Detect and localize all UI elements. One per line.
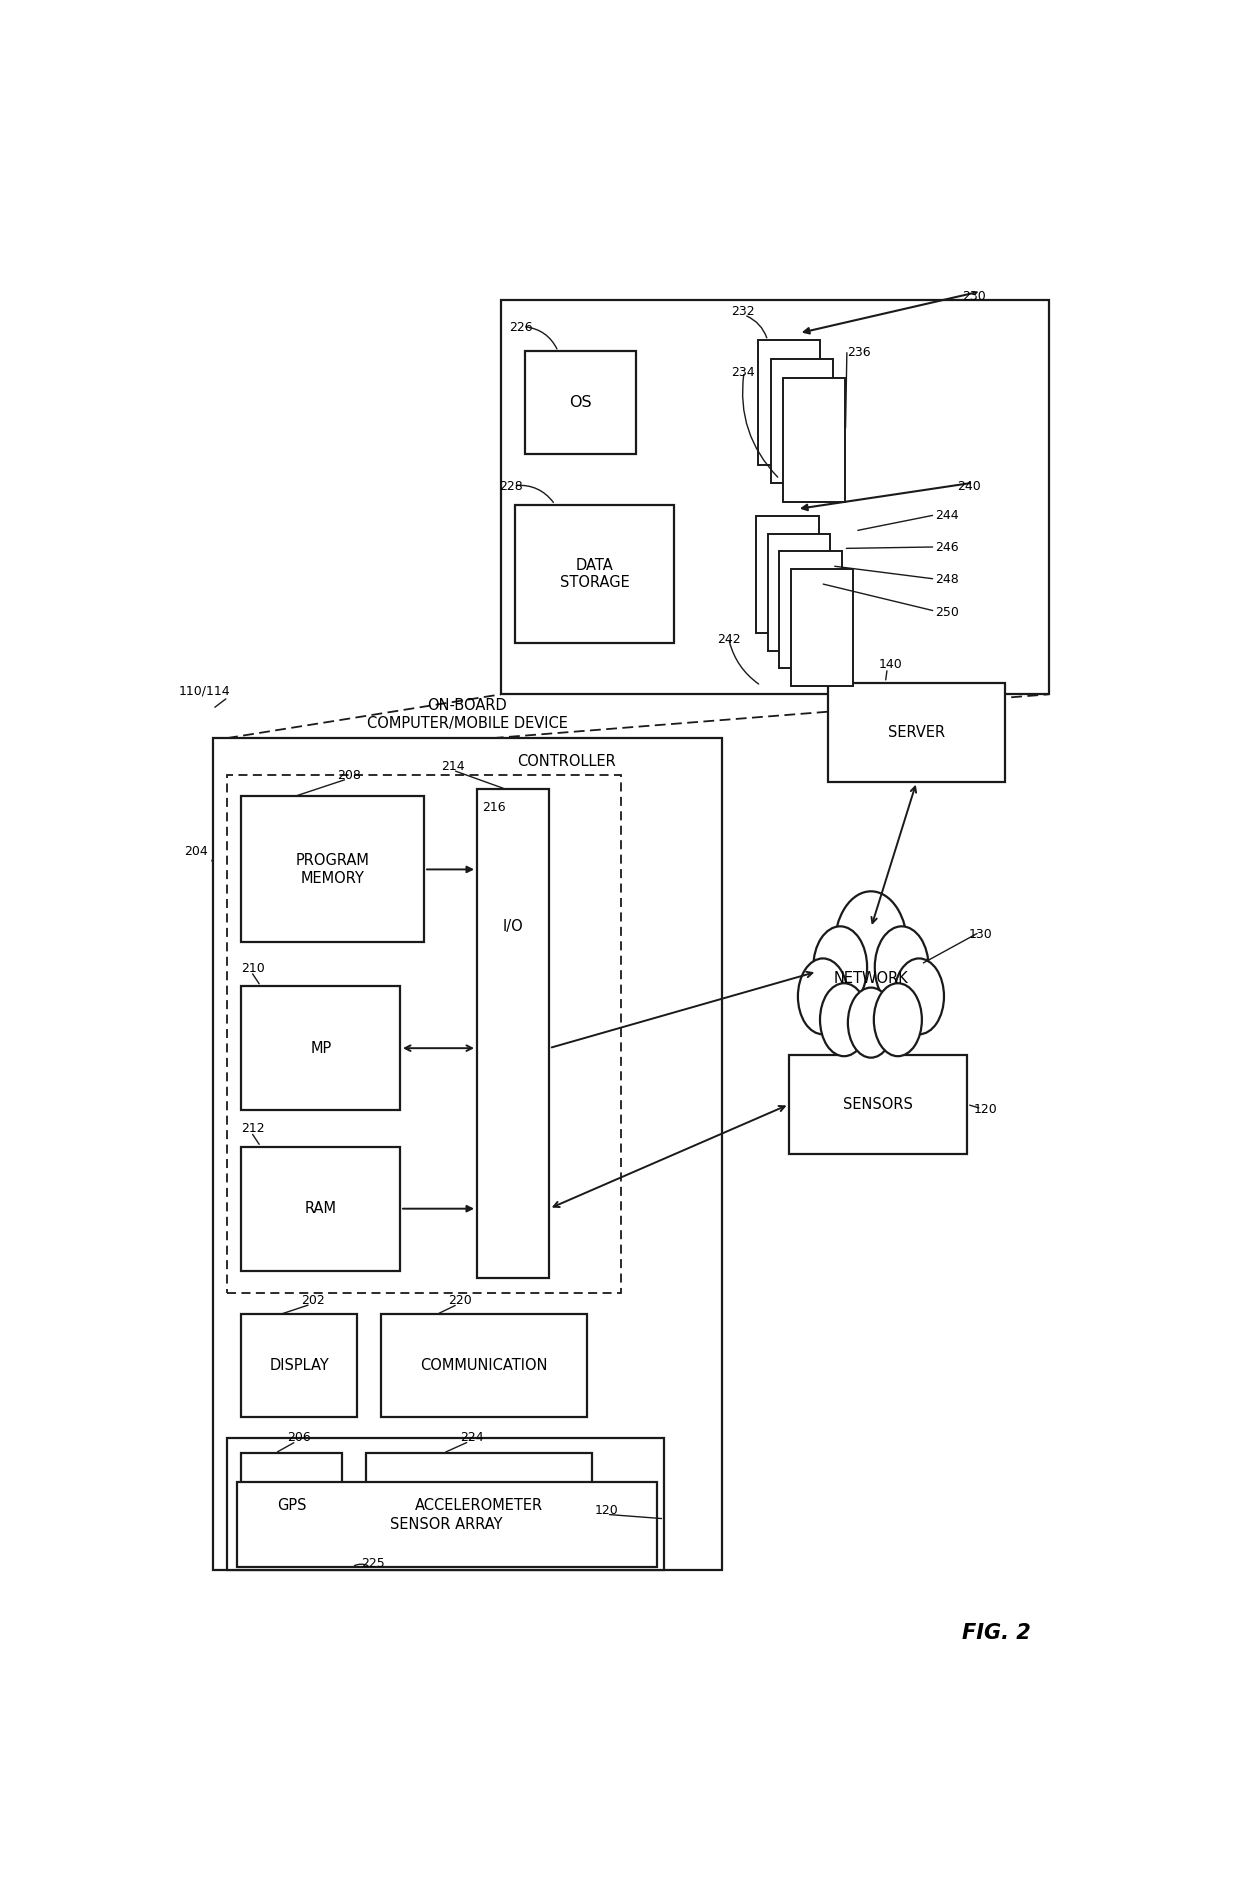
FancyBboxPatch shape [213,739,722,1569]
Text: GPS: GPS [278,1499,306,1512]
FancyBboxPatch shape [227,775,621,1292]
Text: COMMUNICATION: COMMUNICATION [420,1359,548,1374]
FancyBboxPatch shape [381,1315,588,1417]
Text: PROGRAM
MEMORY: PROGRAM MEMORY [296,853,370,885]
Text: 216: 216 [481,802,506,815]
Circle shape [874,984,921,1056]
Text: DISPLAY: DISPLAY [269,1359,329,1374]
Text: SENSOR ARRAY: SENSOR ARRAY [391,1518,503,1531]
Text: CONTROLLER: CONTROLLER [517,754,616,769]
Circle shape [797,959,848,1035]
Text: NETWORK: NETWORK [833,972,909,987]
FancyBboxPatch shape [242,985,401,1110]
Text: 225: 225 [362,1558,386,1569]
Text: 210: 210 [242,961,265,974]
Text: RAM: RAM [305,1201,337,1217]
FancyBboxPatch shape [227,1438,665,1569]
FancyBboxPatch shape [525,351,635,453]
Text: 242: 242 [717,633,740,646]
Polygon shape [799,891,944,1057]
FancyBboxPatch shape [237,1482,657,1567]
Text: 110/114: 110/114 [179,684,231,697]
FancyBboxPatch shape [367,1453,593,1558]
Text: 212: 212 [242,1122,265,1135]
Text: 250: 250 [935,606,960,618]
Text: 240: 240 [957,479,981,493]
FancyBboxPatch shape [242,1453,342,1558]
FancyBboxPatch shape [768,534,830,650]
FancyBboxPatch shape [791,568,853,686]
Text: 224: 224 [460,1431,485,1444]
FancyBboxPatch shape [477,788,549,1277]
Text: 208: 208 [337,769,362,783]
Text: 228: 228 [498,479,523,493]
FancyBboxPatch shape [242,1146,401,1272]
Text: 140: 140 [879,658,903,671]
Text: SENSORS: SENSORS [843,1097,913,1112]
Circle shape [820,984,868,1056]
Circle shape [835,891,908,1002]
Text: 204: 204 [184,845,207,858]
Text: MP: MP [310,1040,331,1056]
Text: 120: 120 [595,1505,619,1518]
Text: 120: 120 [973,1103,997,1116]
FancyBboxPatch shape [242,1315,357,1417]
Text: 230: 230 [962,290,986,303]
Text: 202: 202 [301,1294,325,1308]
FancyBboxPatch shape [770,360,833,483]
FancyBboxPatch shape [782,379,846,502]
Text: 226: 226 [508,320,532,334]
FancyBboxPatch shape [242,796,424,942]
Text: I/O: I/O [502,919,523,934]
Text: 234: 234 [732,366,755,379]
Text: 248: 248 [935,574,959,586]
Text: ACCELEROMETER: ACCELEROMETER [415,1499,543,1512]
Text: DATA
STORAGE: DATA STORAGE [559,557,630,589]
Text: 236: 236 [847,345,870,358]
FancyBboxPatch shape [756,515,818,633]
Text: FIG. 2: FIG. 2 [961,1622,1030,1643]
Text: ON-BOARD
COMPUTER/MOBILE DEVICE: ON-BOARD COMPUTER/MOBILE DEVICE [367,699,568,731]
Circle shape [874,927,929,1008]
FancyBboxPatch shape [501,301,1049,694]
Text: OS: OS [569,394,591,409]
FancyBboxPatch shape [779,551,842,669]
Circle shape [848,987,894,1057]
Text: 244: 244 [935,510,959,523]
Text: 220: 220 [448,1294,472,1308]
FancyBboxPatch shape [789,1056,967,1154]
Circle shape [813,927,867,1008]
Text: SERVER: SERVER [888,724,945,739]
Text: 130: 130 [968,929,993,942]
Text: 214: 214 [441,760,465,773]
Text: 232: 232 [732,305,755,318]
FancyBboxPatch shape [758,341,821,464]
Text: 206: 206 [288,1431,311,1444]
Text: 246: 246 [935,542,959,555]
FancyBboxPatch shape [516,504,675,642]
FancyBboxPatch shape [828,682,1006,783]
Circle shape [894,959,944,1035]
